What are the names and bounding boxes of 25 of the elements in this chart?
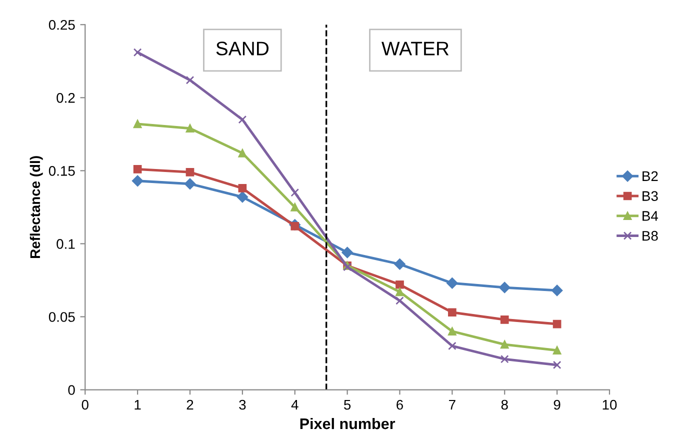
y-tick-label: 0.1	[56, 239, 75, 249]
y-tick-label: 0.15	[48, 166, 75, 176]
y-tick-label: 0	[68, 385, 75, 395]
legend-label: B4	[642, 211, 658, 221]
legend-label: B8	[642, 230, 658, 241]
x-tick-label: 7	[449, 400, 456, 410]
x-tick-label: 5	[344, 400, 351, 410]
y-axis-title: Reflectance (dl)	[30, 156, 43, 258]
x-axis-title: Pixel number	[300, 418, 396, 430]
annotation: WATER	[382, 42, 449, 56]
x-tick-label: 8	[501, 400, 508, 410]
annotation: SAND	[216, 42, 269, 56]
x-tick-label: 10	[602, 400, 617, 410]
x-tick-label: 6	[396, 400, 403, 410]
x-tick-label: 9	[554, 400, 560, 410]
x-tick-label: 4	[291, 400, 298, 410]
x-tick-label: 0	[82, 400, 88, 410]
x-tick-label: 1	[134, 400, 141, 410]
y-tick-label: 0.2	[56, 93, 75, 103]
y-tick-label: 0.05	[48, 312, 75, 322]
y-tick-label: 0.25	[48, 20, 75, 30]
legend-label: B2	[642, 171, 658, 181]
x-tick-label: 2	[186, 400, 194, 410]
x-tick-label: 3	[239, 400, 246, 410]
legend-label: B3	[642, 191, 658, 201]
